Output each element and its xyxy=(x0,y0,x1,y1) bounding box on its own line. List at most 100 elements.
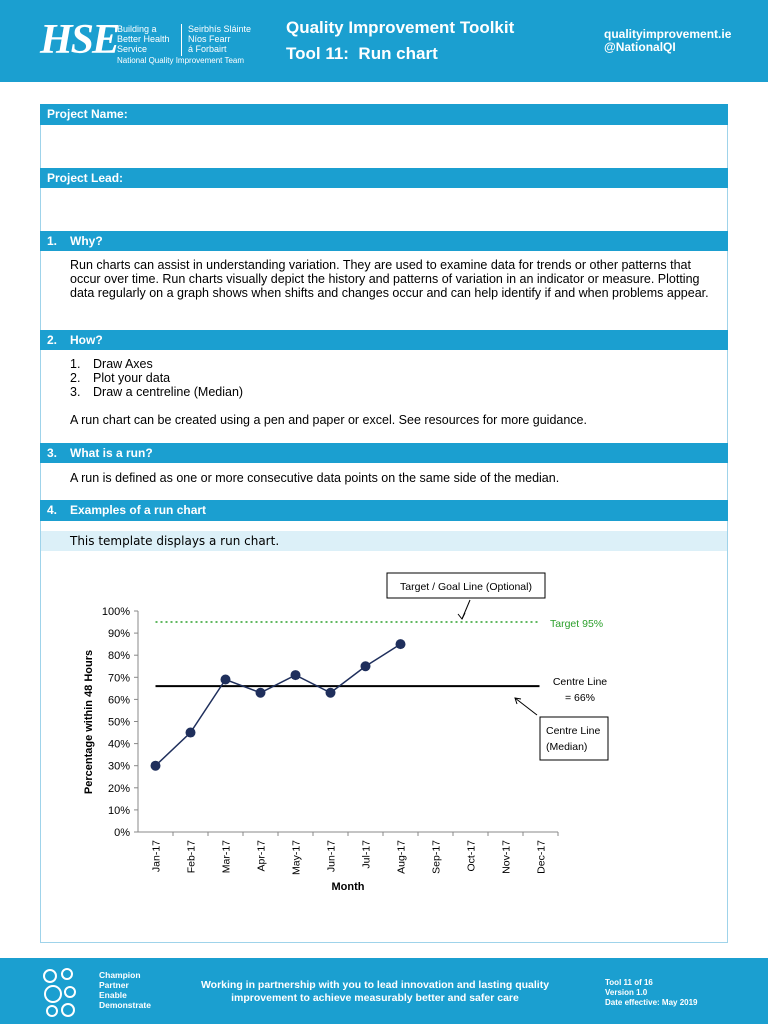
title: Quality Improvement Toolkit xyxy=(286,18,515,37)
org-line: á Forbairt xyxy=(188,44,227,54)
y-tick-label: 20% xyxy=(108,783,130,795)
value-word: Partner xyxy=(99,980,129,990)
value-word: Champion xyxy=(99,970,141,980)
y-tick-label: 10% xyxy=(108,805,130,817)
x-tick-label: Apr-17 xyxy=(256,840,268,872)
y-tick-label: 60% xyxy=(108,694,130,706)
x-tick-label: Jun-17 xyxy=(326,840,338,872)
heading: Examples of a run chart xyxy=(70,503,207,517)
callout-text: Target / Goal Line (Optional) xyxy=(400,581,532,593)
note: This template displays a run chart. xyxy=(41,531,727,551)
section-header: 1. Why? xyxy=(40,231,728,251)
x-tick-label: Oct-17 xyxy=(466,840,478,872)
y-tick-label: 80% xyxy=(108,650,130,662)
y-tick-label: 90% xyxy=(108,628,130,640)
y-tick-label: 50% xyxy=(108,717,130,729)
step: 3. Draw a centreline (Median) xyxy=(70,385,243,399)
callout-arrow xyxy=(514,697,538,716)
doc-info-line: Date effective: May 2019 xyxy=(605,998,698,1007)
tagline-line: Working in partnership with you to lead … xyxy=(200,979,550,991)
y-tick-label: 40% xyxy=(108,739,130,751)
y-tick-label: 70% xyxy=(108,672,130,684)
x-tick-label: Feb-17 xyxy=(186,840,198,873)
step: 1. Draw Axes xyxy=(70,357,243,371)
data-point xyxy=(325,687,336,698)
footer-icon xyxy=(43,968,76,1017)
x-tick-label: May-17 xyxy=(291,840,303,875)
data-point xyxy=(150,760,161,771)
x-tick-label: Sep-17 xyxy=(431,840,443,874)
org-en: Building a Better Health Service xyxy=(117,24,170,54)
logo: HSE xyxy=(40,17,120,63)
data-point xyxy=(290,670,301,681)
centre-label: = 66% xyxy=(565,692,595,704)
value-word: Demonstrate xyxy=(99,1000,151,1010)
heading-number: 3. xyxy=(47,446,58,460)
callout-text: (Median) xyxy=(546,741,587,753)
divider xyxy=(181,24,182,56)
doc-info-line: Version 1.0 xyxy=(605,988,648,997)
y-tick-label: 100% xyxy=(102,606,130,618)
callout-text: Centre Line xyxy=(546,725,600,737)
section-header: 3. What is a run? xyxy=(40,443,728,463)
step-number: 1. xyxy=(70,357,81,371)
step-number: 3. xyxy=(70,385,81,399)
section-header: 2. How? xyxy=(40,330,728,350)
twitter[interactable]: @NationalQI xyxy=(604,40,676,54)
values: Champion Partner Enable Demonstrate xyxy=(99,970,151,1010)
org-line: Building a xyxy=(117,24,157,34)
centre-label: Centre Line xyxy=(553,676,607,688)
heading-number: 2. xyxy=(47,333,58,347)
y-axis-label: Percentage within 48 Hours xyxy=(83,650,95,794)
data-point xyxy=(220,674,231,685)
subtitle: Tool 11: Run chart xyxy=(286,44,438,63)
heading-number: 1. xyxy=(47,234,58,248)
heading: Why? xyxy=(70,234,103,248)
x-tick-label: Nov-17 xyxy=(501,840,513,874)
heading: Project Name: xyxy=(47,107,128,121)
org-ga: Seirbhís Sláinte Níos Fearr á Forbairt xyxy=(188,24,251,54)
step: 2. Plot your data xyxy=(70,371,243,385)
arrow-head xyxy=(514,697,522,705)
x-tick-label: Mar-17 xyxy=(221,840,233,873)
org-line: Seirbhís Sláinte xyxy=(188,24,252,34)
paragraph: Run charts can assist in understanding v… xyxy=(70,258,709,300)
x-tick-label: Jul-17 xyxy=(361,840,373,869)
y-tick-label: 0% xyxy=(114,827,130,839)
data-point xyxy=(360,661,371,672)
data-point xyxy=(255,687,266,698)
step-text: Plot your data xyxy=(93,371,171,385)
data-point xyxy=(395,639,406,650)
header-bar: HSE Building a Better Health Service Sei… xyxy=(0,0,768,82)
step-text: Draw a centreline (Median) xyxy=(93,385,244,399)
series-line xyxy=(154,643,401,767)
org-line: Service xyxy=(117,44,148,54)
y-tick-label: 30% xyxy=(108,761,130,773)
x-tick-label: Jan-17 xyxy=(151,840,163,872)
run-chart: 0% 10% 20% 30% 40% 50% 60% 70% 80% 90% 100% Jan-17 F… xyxy=(83,572,609,893)
callout-box xyxy=(539,716,609,761)
footer-bar: Champion Partner Enable Demonstrate Work… xyxy=(0,958,768,1024)
step-list: 1. Draw Axes 2. Plot your data 3. Draw a ce… xyxy=(70,357,243,399)
arrow-head xyxy=(457,612,466,620)
paragraph: A run is defined as one or more consecut… xyxy=(70,471,560,485)
org-line: Níos Fearr xyxy=(188,34,231,44)
x-axis-label: Month xyxy=(332,881,365,893)
heading-number: 4. xyxy=(47,503,58,517)
data-point xyxy=(185,727,196,738)
value-word: Enable xyxy=(99,990,127,1000)
step-text: Draw Axes xyxy=(93,357,153,371)
target-label: Target 95% xyxy=(550,618,603,630)
heading: How? xyxy=(70,333,103,347)
section-header: Project Name: xyxy=(40,104,728,125)
step-number: 2. xyxy=(70,371,81,385)
heading: What is a run? xyxy=(70,446,153,460)
callout-box xyxy=(386,572,546,599)
tagline: Working in partnership with you to lead … xyxy=(180,979,570,1005)
section-header: 4. Examples of a run chart xyxy=(40,500,728,521)
website[interactable]: qualityimprovement.ie xyxy=(604,27,732,41)
doc-info: Tool 11 of 16 Version 1.0 Date effective… xyxy=(605,978,698,1008)
heading: Project Lead: xyxy=(47,171,124,185)
x-tick-label: Aug-17 xyxy=(396,840,408,874)
